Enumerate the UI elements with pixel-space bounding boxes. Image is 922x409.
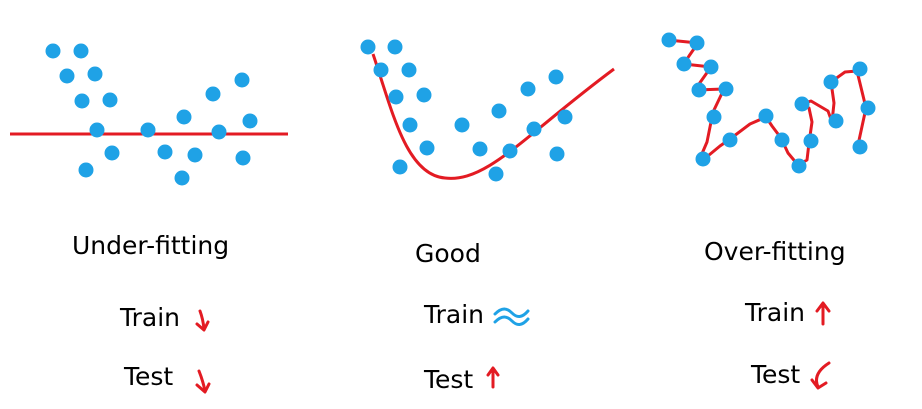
data-point xyxy=(235,150,251,166)
down-arrow-icon xyxy=(195,309,210,332)
data-point xyxy=(691,82,707,98)
data-point xyxy=(794,96,810,112)
data-point xyxy=(174,170,190,186)
data-point xyxy=(548,69,564,85)
data-point xyxy=(488,166,504,182)
data-point xyxy=(74,93,90,109)
data-point xyxy=(722,132,738,148)
data-point xyxy=(388,89,404,105)
data-point xyxy=(373,62,389,78)
data-point xyxy=(472,141,488,157)
under-fitting-test-label: Test xyxy=(123,362,173,391)
data-point xyxy=(205,86,221,102)
data-point xyxy=(59,68,75,84)
up-arrow-icon xyxy=(815,301,831,326)
under-fitting-panel: Under-fitting Train Test xyxy=(10,43,288,394)
data-point xyxy=(695,151,711,167)
data-point xyxy=(104,145,120,161)
over-fit-curve xyxy=(667,38,868,167)
good-fit-panel: Good Train Test xyxy=(360,39,615,394)
over-fitting-train-label: Train xyxy=(744,298,805,327)
good-fit-test-label: Test xyxy=(423,365,473,394)
under-fitting-points xyxy=(45,43,258,186)
data-point xyxy=(416,87,432,103)
data-point xyxy=(689,35,705,51)
good-fit-points xyxy=(360,39,573,182)
data-point xyxy=(852,139,868,155)
under-fitting-title: Under-fitting xyxy=(72,231,229,260)
over-fitting-points xyxy=(661,32,876,174)
data-point xyxy=(703,59,719,75)
over-fitting-title: Over-fitting xyxy=(704,237,846,266)
data-point xyxy=(157,144,173,160)
data-point xyxy=(860,100,876,116)
data-point xyxy=(676,56,692,72)
data-point xyxy=(176,109,192,125)
data-point xyxy=(803,133,819,149)
data-point xyxy=(706,109,722,125)
data-point xyxy=(419,140,435,156)
data-point xyxy=(549,146,565,162)
curved-down-arrow-icon xyxy=(810,361,831,390)
data-point xyxy=(828,113,844,129)
data-point xyxy=(234,72,250,88)
data-point xyxy=(45,43,61,59)
data-point xyxy=(73,43,89,59)
over-fitting-test-label: Test xyxy=(750,360,800,389)
data-point xyxy=(526,121,542,137)
data-point xyxy=(454,117,470,133)
data-point xyxy=(242,113,258,129)
data-point xyxy=(78,162,94,178)
data-point xyxy=(87,66,103,82)
data-point xyxy=(89,122,105,138)
good-fit-title: Good xyxy=(415,239,481,268)
good-fit-train-label: Train xyxy=(423,300,484,329)
data-point xyxy=(520,81,536,97)
data-point xyxy=(387,39,403,55)
over-fitting-panel: Over-fitting Train Test xyxy=(661,32,876,390)
data-point xyxy=(823,74,839,90)
good-fit-curve xyxy=(371,53,615,180)
data-point xyxy=(718,81,734,97)
data-point xyxy=(791,158,807,174)
data-point xyxy=(360,39,376,55)
data-point xyxy=(187,147,203,163)
data-point xyxy=(102,92,118,108)
up-arrow-icon xyxy=(486,366,500,389)
data-point xyxy=(140,122,156,138)
data-point xyxy=(661,32,677,48)
data-point xyxy=(502,143,518,159)
data-point xyxy=(557,109,573,125)
approx-equal-icon xyxy=(493,307,530,326)
data-point xyxy=(491,103,507,119)
under-fitting-train-label: Train xyxy=(119,303,180,332)
down-arrow-icon xyxy=(195,369,211,394)
data-point xyxy=(401,62,417,78)
data-point xyxy=(758,108,774,124)
data-point xyxy=(774,132,790,148)
data-point xyxy=(852,61,868,77)
data-point xyxy=(402,117,418,133)
data-point xyxy=(211,124,227,140)
data-point xyxy=(392,159,408,175)
